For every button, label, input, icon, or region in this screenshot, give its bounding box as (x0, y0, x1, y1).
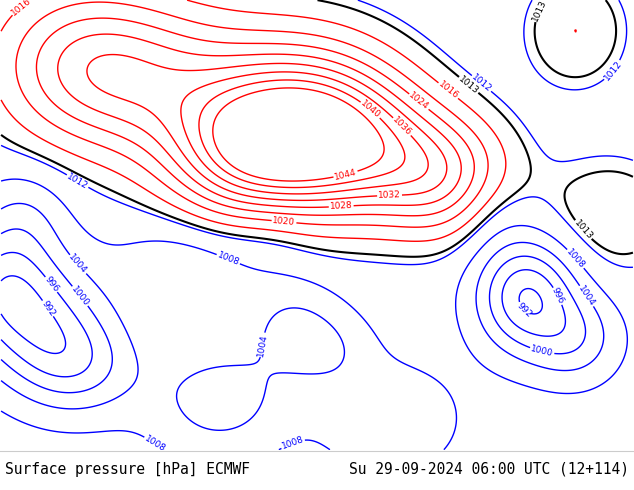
Text: 1000: 1000 (530, 344, 554, 358)
Text: 1000: 1000 (70, 284, 91, 308)
Text: 992: 992 (39, 299, 56, 318)
Text: 992: 992 (515, 301, 534, 319)
Text: 1016: 1016 (10, 0, 34, 18)
Text: 1012: 1012 (602, 59, 624, 82)
Text: 1036: 1036 (391, 115, 413, 138)
Text: 996: 996 (42, 275, 60, 294)
Text: 1040: 1040 (359, 99, 382, 121)
Text: 1013: 1013 (572, 219, 594, 242)
Text: Su 29-09-2024 06:00 UTC (12+114): Su 29-09-2024 06:00 UTC (12+114) (349, 462, 629, 477)
Text: 996: 996 (550, 286, 566, 306)
Text: 1008: 1008 (565, 247, 586, 270)
Text: 1013: 1013 (457, 74, 481, 96)
Text: 1004: 1004 (256, 333, 269, 357)
Text: Surface pressure [hPa] ECMWF: Surface pressure [hPa] ECMWF (5, 462, 250, 477)
Text: 1004: 1004 (576, 284, 597, 308)
Text: 1012: 1012 (470, 73, 493, 94)
Text: 1012: 1012 (65, 172, 90, 191)
Text: 1024: 1024 (407, 91, 430, 112)
Text: 1020: 1020 (272, 216, 296, 227)
Text: 1016: 1016 (436, 80, 460, 101)
Text: 1028: 1028 (330, 201, 353, 212)
Text: 1013: 1013 (530, 0, 548, 23)
Text: 1004: 1004 (67, 253, 89, 276)
Text: 1044: 1044 (333, 167, 358, 181)
Text: 1008: 1008 (280, 435, 305, 451)
Text: 1008: 1008 (216, 251, 241, 268)
Text: 1032: 1032 (378, 191, 401, 200)
Text: 1008: 1008 (143, 434, 167, 454)
